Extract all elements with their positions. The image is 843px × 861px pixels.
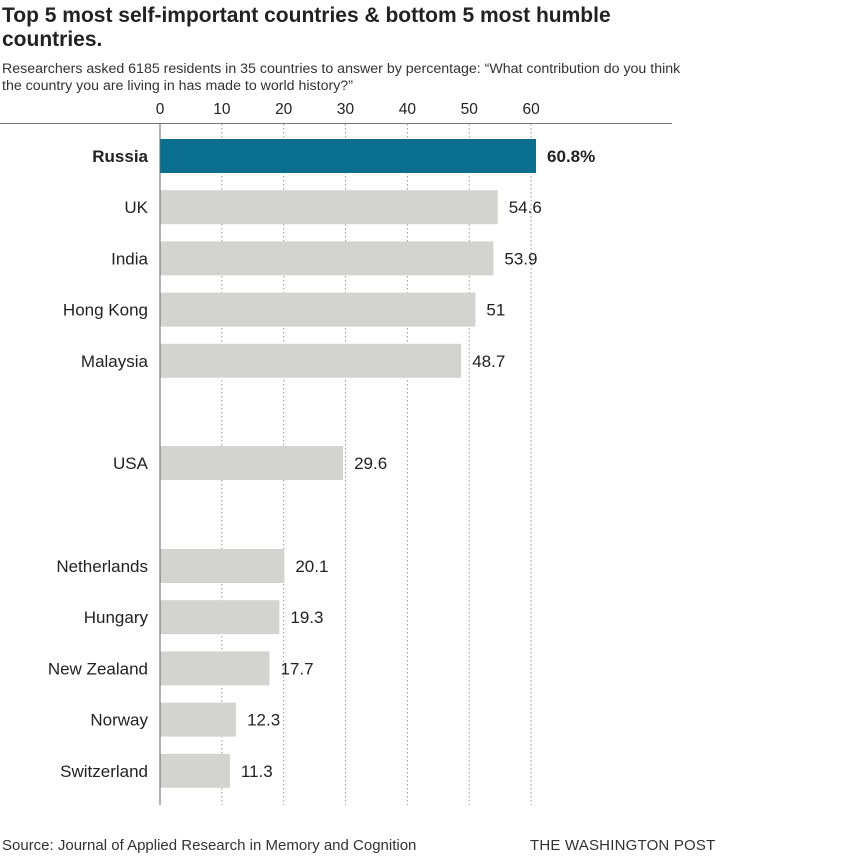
- bar: [160, 702, 237, 737]
- x-tick-label: 10: [213, 101, 231, 118]
- category-label: India: [111, 249, 148, 268]
- value-label: 48.7: [472, 352, 505, 371]
- value-label: 60.8%: [547, 147, 595, 166]
- x-tick-label: 0: [156, 101, 165, 118]
- value-label: 19.3: [290, 608, 323, 627]
- category-label: Norway: [90, 711, 148, 730]
- bar: [160, 292, 476, 327]
- value-label: 54.6: [509, 198, 542, 217]
- category-label: Hong Kong: [63, 301, 148, 320]
- bar: [160, 549, 285, 583]
- chart-title: Top 5 most self-important countries & bo…: [2, 4, 611, 51]
- value-label: 11.3: [241, 762, 273, 781]
- x-tick-label: 40: [399, 101, 417, 118]
- x-tick-label: 20: [275, 101, 293, 118]
- x-tick-label: 30: [337, 101, 355, 118]
- category-label: Switzerland: [60, 762, 148, 781]
- bar: [160, 600, 280, 635]
- category-label: Malaysia: [81, 352, 149, 371]
- value-label: 53.9: [504, 249, 537, 268]
- value-label: 17.7: [280, 659, 313, 678]
- category-label: New Zealand: [48, 659, 148, 678]
- value-label: 51: [486, 301, 505, 320]
- category-label: Russia: [92, 147, 148, 166]
- value-label: 12.3: [247, 711, 280, 730]
- category-label: Netherlands: [56, 557, 148, 576]
- bar: [160, 190, 498, 225]
- source-note: Source: Journal of Applied Research in M…: [2, 837, 417, 854]
- bar: [160, 651, 270, 686]
- category-label: USA: [113, 454, 149, 473]
- category-label: Hungary: [84, 608, 149, 627]
- x-tick-label: 50: [461, 101, 479, 118]
- bar: [160, 446, 344, 480]
- bar: [160, 241, 494, 276]
- publisher-credit: THE WASHINGTON POST: [530, 837, 716, 854]
- value-label: 20.1: [295, 557, 328, 576]
- bar: [160, 343, 462, 378]
- category-label: UK: [124, 198, 148, 217]
- chart-subtitle: Researchers asked 6185 residents in 35 c…: [2, 61, 681, 94]
- x-tick-label: 60: [522, 101, 540, 118]
- bar: [160, 139, 537, 173]
- bar: [160, 753, 230, 788]
- value-label: 29.6: [354, 454, 387, 473]
